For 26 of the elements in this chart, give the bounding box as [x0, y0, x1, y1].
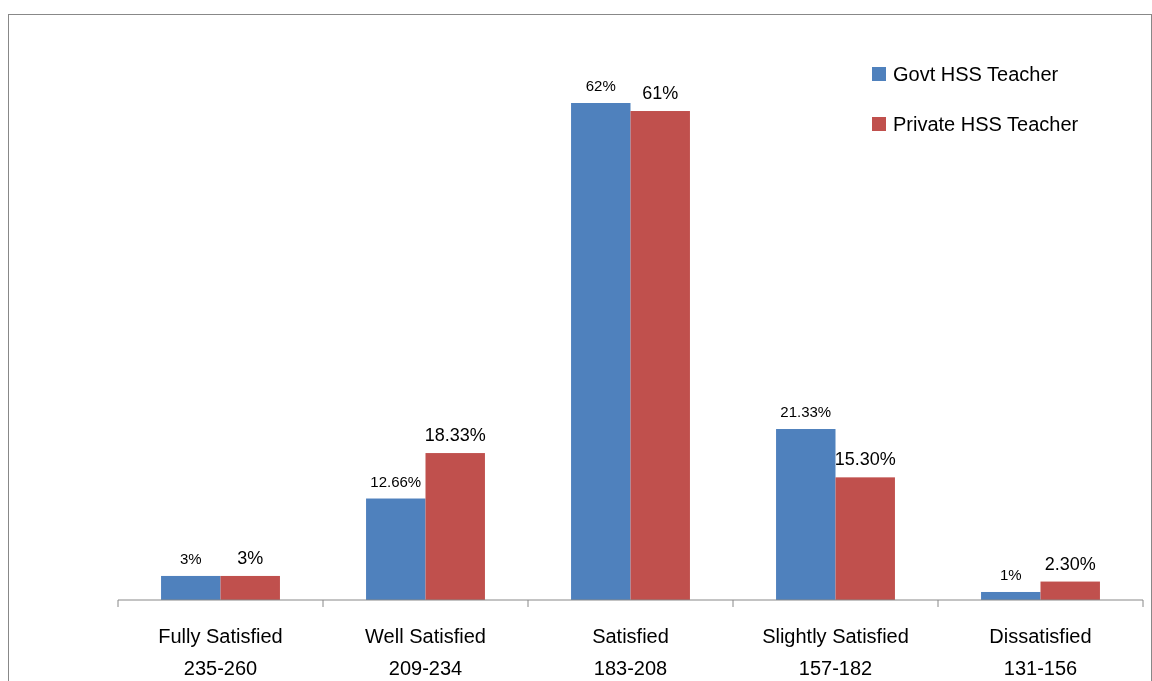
bar	[776, 429, 836, 600]
data-label: 15.30%	[834, 449, 896, 470]
bar	[571, 103, 631, 600]
data-label: 1%	[999, 565, 1022, 583]
data-label: 3%	[179, 549, 202, 567]
x-tick-label: Dissatisfied 131-156	[989, 625, 1092, 679]
legend-label: Govt HSS Teacher	[893, 63, 1059, 85]
data-label: 21.33%	[780, 403, 832, 421]
bar	[630, 111, 690, 600]
bar	[835, 477, 895, 600]
data-label: 61%	[642, 83, 679, 104]
data-label: 18.33%	[424, 425, 486, 446]
bar	[161, 575, 221, 600]
bar	[425, 453, 485, 600]
data-label: 12.66%	[370, 472, 422, 490]
bar	[220, 575, 280, 600]
bar	[366, 498, 426, 600]
data-label: 3%	[237, 547, 264, 568]
x-tick-label: Well Satisfied 209-234	[365, 625, 486, 679]
legend-label: Private HSS Teacher	[893, 113, 1079, 135]
x-tick-label: Fully Satisfied 235-260	[158, 625, 283, 679]
data-label: 62%	[585, 77, 616, 94]
x-tick-label: Satisfied 183-208	[592, 625, 669, 679]
data-label: 2.30%	[1044, 553, 1096, 574]
x-tick-label: Slightly Satisfied 157-182	[762, 625, 909, 679]
bar	[1040, 581, 1100, 600]
